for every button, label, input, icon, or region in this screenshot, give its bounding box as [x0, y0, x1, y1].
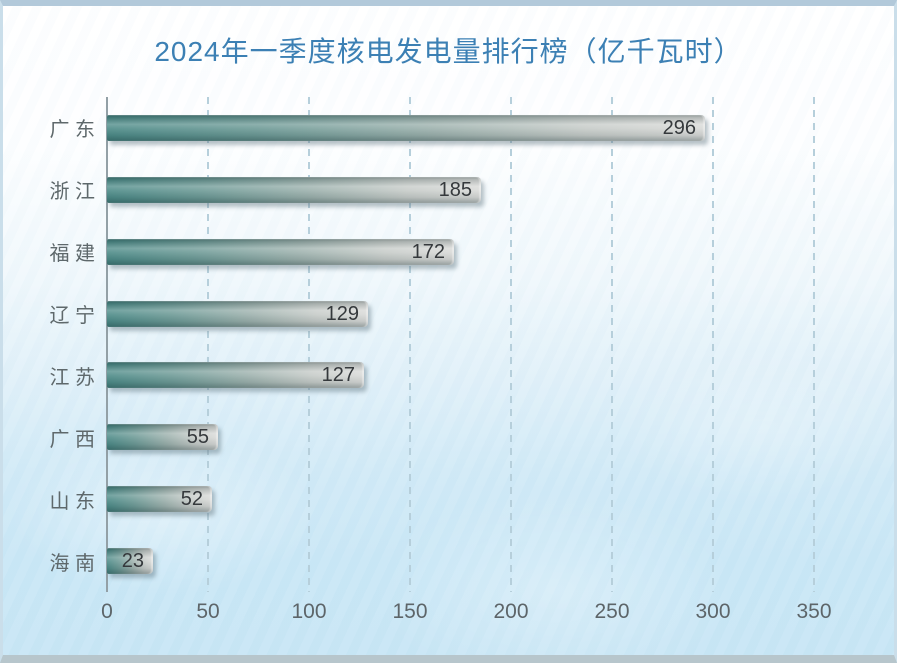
- category-label: 广 西: [49, 428, 95, 451]
- bar-row: 浙 江 185: [49, 159, 814, 221]
- category-label: 海 南: [49, 552, 95, 575]
- category-label: 江 苏: [49, 366, 95, 389]
- value-label: 172: [411, 240, 445, 263]
- bar-row: 广 西 55: [49, 406, 814, 468]
- bar-row: 辽 宁 129: [49, 283, 814, 345]
- bar-row: 广 东 296: [49, 97, 814, 159]
- gridline-50: [207, 97, 209, 592]
- bar: 296: [107, 114, 705, 141]
- chart-title: 2024年一季度核电发电量排行榜（亿千瓦时）: [154, 36, 743, 67]
- x-tick-label-0: 0: [101, 600, 113, 623]
- plot-area: 广 东 296 浙 江 185 福 建 172 辽 宁 129 江 苏 127 广 西 55 山 东 52…: [49, 97, 815, 592]
- value-label: 23: [121, 550, 144, 573]
- bar: 127: [107, 362, 364, 389]
- category-label: 山 东: [49, 490, 95, 513]
- gridline-150: [409, 97, 411, 592]
- x-axis: 0 50 100 150 200 250 300 350: [101, 600, 831, 628]
- gridline-300: [712, 97, 714, 592]
- category-label: 辽 宁: [49, 305, 95, 328]
- category-label: 广 东: [49, 119, 95, 142]
- category-label: 浙 江: [49, 181, 95, 204]
- value-label: 129: [325, 302, 359, 325]
- bar-row: 江 苏 127: [49, 345, 814, 407]
- bar-row: 山 东 52: [49, 468, 814, 530]
- bar: 23: [107, 548, 153, 575]
- category-label: 福 建: [49, 243, 95, 266]
- bar: 52: [107, 486, 212, 513]
- bar: 172: [107, 238, 454, 265]
- bar-row: 海 南 23: [49, 530, 814, 592]
- x-tick-label-250: 250: [594, 600, 630, 623]
- x-tick-label-200: 200: [493, 600, 529, 623]
- x-tick-label-150: 150: [392, 600, 428, 623]
- bar-row: 福 建 172: [49, 221, 814, 283]
- x-tick-label-100: 100: [291, 600, 327, 623]
- value-label: 52: [180, 488, 203, 511]
- bar: 185: [107, 176, 481, 203]
- value-label: 185: [438, 178, 472, 201]
- value-label: 55: [186, 426, 209, 449]
- bar: 129: [107, 300, 368, 327]
- gridline-350: [813, 97, 815, 592]
- y-axis-line: [106, 97, 108, 592]
- gridline-100: [308, 97, 310, 592]
- value-label: 127: [321, 364, 355, 387]
- x-tick-label-350: 350: [796, 600, 832, 623]
- x-tick-label-50: 50: [196, 600, 220, 623]
- gridline-250: [611, 97, 613, 592]
- value-label: 296: [662, 116, 696, 139]
- x-tick-label-300: 300: [695, 600, 731, 623]
- bar: 55: [107, 424, 218, 451]
- gridline-200: [510, 97, 512, 592]
